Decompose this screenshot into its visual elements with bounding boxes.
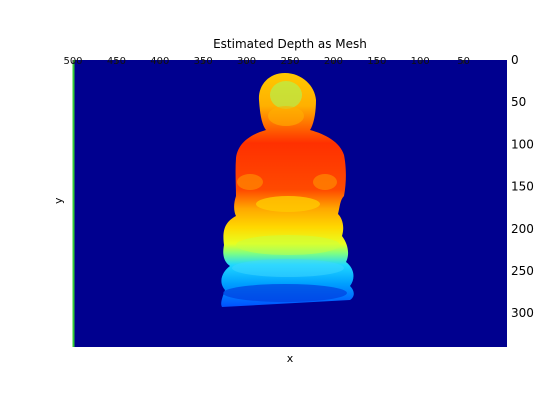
lap [256,196,320,212]
y-tick-label: 150 [511,180,534,194]
y-tick-label: 0 [511,53,519,67]
face-shading [268,106,304,126]
x-tick-label: 500 [63,56,82,67]
y-axis-label: y [52,197,65,204]
robe-fold [232,259,344,277]
arm-fold [313,174,337,190]
x-tick-label: 200 [324,56,343,67]
x-tick-label: 300 [237,56,256,67]
x-tick-label: 250 [280,56,299,67]
x-axis-label: x [286,352,294,365]
y-axis-ticks: 0 50 100 150 200 250 300 [511,53,534,320]
arm-fold [237,174,263,190]
x-tick-label: 100 [411,56,430,67]
x-tick-label: 400 [150,56,169,67]
x-tick-label: 350 [194,56,213,67]
depth-surface [221,73,354,307]
y-tick-label: 250 [511,264,534,278]
y-tick-label: 300 [511,306,534,320]
x-tick-label: 50 [457,56,470,67]
robe-fold [236,235,340,255]
base-shadow [223,284,347,302]
y-tick-label: 200 [511,222,534,236]
x-tick-label: 450 [107,56,126,67]
x-axis-ticks: 50 100 150 200 250 300 350 400 450 500 [63,56,470,67]
head-highlight [270,81,302,109]
chart-title: Estimated Depth as Mesh [213,37,367,51]
y-tick-label: 100 [511,137,534,151]
x-tick-label: 150 [367,56,386,67]
y-tick-label: 50 [511,95,526,109]
